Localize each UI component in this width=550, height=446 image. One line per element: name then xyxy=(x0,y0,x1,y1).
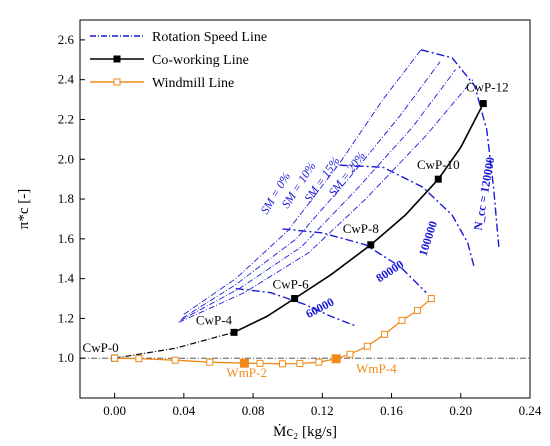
windmill-point xyxy=(398,316,406,324)
legend-marker xyxy=(113,78,121,86)
windmill-point xyxy=(256,359,264,367)
windmill-point xyxy=(346,350,354,358)
x-tick-label: 0.20 xyxy=(449,403,472,418)
point-label: CwP-6 xyxy=(273,277,310,292)
point-label: WmP-2 xyxy=(226,365,266,380)
surge-margin-line xyxy=(181,61,441,319)
point-label: CwP-12 xyxy=(466,80,509,95)
lines-layer xyxy=(111,49,500,368)
surge-margin-line xyxy=(183,49,422,315)
rotation-speed-line xyxy=(339,164,476,269)
legend-label: Co-working Line xyxy=(152,53,249,68)
point-label: CwP-4 xyxy=(196,312,233,327)
rotation-speed-label: 80000 xyxy=(373,257,406,285)
windmill-point xyxy=(331,354,341,364)
coworking-line-extrapolated xyxy=(114,331,235,359)
x-tick-label: 0.04 xyxy=(172,403,195,418)
plot-area-frame xyxy=(79,19,531,399)
windmill-point xyxy=(135,355,143,363)
y-tick-label: 1.2 xyxy=(58,310,74,325)
windmill-point xyxy=(206,358,214,366)
point-label: WmP-4 xyxy=(356,361,397,376)
windmill-point xyxy=(414,306,421,314)
x-tick-label: 0.16 xyxy=(380,403,403,418)
legend: Rotation Speed Line Co-working Line Windmi… xyxy=(90,30,267,91)
legend-label: Rotation Speed Line xyxy=(152,30,267,45)
y-tick-label: 2.6 xyxy=(58,32,75,47)
y-axis-title: π*c [-] xyxy=(16,189,32,229)
y-tick-label: 2.4 xyxy=(58,72,75,87)
y-tick-label: 1.8 xyxy=(58,191,74,206)
x-tick-label: 0.24 xyxy=(519,403,542,418)
y-tick-label: 2.0 xyxy=(58,151,74,166)
coworking-point xyxy=(291,295,299,303)
rotation-speed-line xyxy=(282,228,427,294)
windmill-point xyxy=(363,342,371,350)
ticks-layer: 0.00 0.04 0.08 0.12 0.16 0.20 0.24 1.0 1.2 1.4 1.6… xyxy=(58,32,542,418)
x-axis-title: Ṁc₂ [kg/s] xyxy=(273,424,337,440)
point-label: CwP-0 xyxy=(83,340,119,355)
windmill-line xyxy=(114,298,432,365)
x-tick-label: 0.12 xyxy=(311,403,334,418)
rotation-speed-line xyxy=(420,49,500,247)
windmill-point xyxy=(279,360,286,368)
labels-layer: CwP-0 CwP-4 CwP-6 CwP-8 CwP-10 CwP-12 WmP-2 WmP… xyxy=(83,80,509,381)
x-tick-label: 0.00 xyxy=(103,403,126,418)
y-tick-label: 2.2 xyxy=(58,111,74,126)
rotation-speed-line xyxy=(235,287,358,328)
point-label: CwP-8 xyxy=(343,221,379,236)
windmill-point xyxy=(381,330,389,338)
y-tick-label: 1.0 xyxy=(58,350,74,365)
coworking-point xyxy=(479,100,487,108)
windmill-point xyxy=(427,295,435,303)
coworking-point xyxy=(434,175,442,183)
point-label: CwP-10 xyxy=(417,157,460,172)
windmill-point xyxy=(296,360,304,368)
windmill-point xyxy=(315,358,323,366)
coworking-line xyxy=(233,103,485,334)
x-tick-label: 0.08 xyxy=(242,403,265,418)
windmill-point xyxy=(239,358,249,368)
surge-margin-line xyxy=(180,69,456,321)
coworking-point xyxy=(230,328,238,336)
coworking-point xyxy=(367,241,375,249)
rotation-speed-label: N_cc = 120000 xyxy=(471,156,498,231)
legend-label: Windmill Line xyxy=(152,76,234,91)
y-tick-label: 1.4 xyxy=(58,271,75,286)
windmill-point xyxy=(171,356,179,364)
windmill-point xyxy=(111,354,119,362)
legend-marker xyxy=(113,55,121,63)
surge-margin-line xyxy=(178,79,474,323)
rotation-speed-label: 100000 xyxy=(416,219,440,258)
y-tick-label: 1.6 xyxy=(58,231,75,246)
